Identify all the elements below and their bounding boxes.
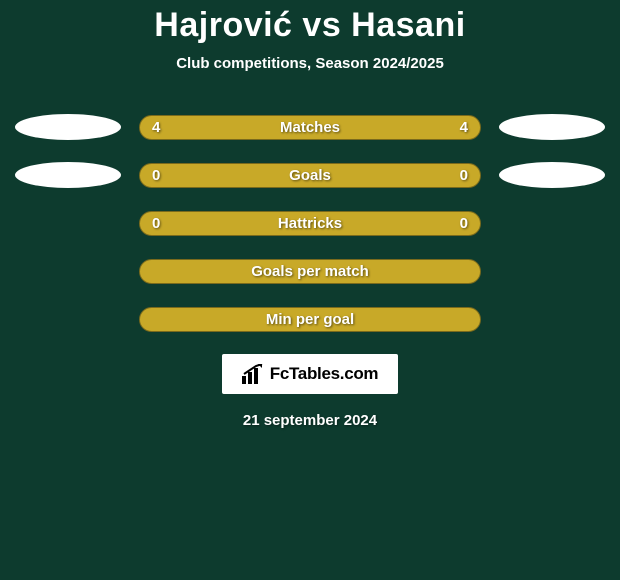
stat-bar: 0 Hattricks 0 [139, 211, 481, 236]
player-left-ellipse [15, 162, 121, 188]
player-left-ellipse [15, 114, 121, 140]
stat-value-left: 4 [152, 119, 160, 136]
chart-icon [242, 364, 264, 384]
stat-bar: Min per goal [139, 307, 481, 332]
stat-bar: 4 Matches 4 [139, 115, 481, 140]
stat-label: Min per goal [266, 311, 354, 328]
stat-label: Hattricks [278, 215, 342, 232]
stat-row: Goals per match [0, 258, 620, 284]
player-right-ellipse [499, 162, 605, 188]
stat-label: Matches [280, 119, 340, 136]
stat-row: Min per goal [0, 306, 620, 332]
stat-row: 4 Matches 4 [0, 114, 620, 140]
stat-value-right: 0 [460, 167, 468, 184]
stat-row: 0 Goals 0 [0, 162, 620, 188]
stat-rows: 4 Matches 4 0 Goals 0 0 Hattricks 0 Goals per mat… [0, 114, 620, 332]
stat-row: 0 Hattricks 0 [0, 210, 620, 236]
date-label: 21 september 2024 [243, 412, 377, 429]
page-title: Hajrović vs Hasani [154, 6, 465, 45]
stat-value-left: 0 [152, 167, 160, 184]
brand-badge: FcTables.com [222, 354, 399, 394]
stat-bar: 0 Goals 0 [139, 163, 481, 188]
stat-value-right: 4 [460, 119, 468, 136]
brand-text: FcTables.com [270, 364, 379, 384]
stat-bar: Goals per match [139, 259, 481, 284]
stat-value-right: 0 [460, 215, 468, 232]
stat-value-left: 0 [152, 215, 160, 232]
stat-label: Goals per match [251, 263, 369, 280]
comparison-card: Hajrović vs Hasani Club competitions, Se… [0, 0, 620, 429]
stat-label: Goals [289, 167, 331, 184]
subtitle: Club competitions, Season 2024/2025 [176, 55, 444, 72]
player-right-ellipse [499, 114, 605, 140]
